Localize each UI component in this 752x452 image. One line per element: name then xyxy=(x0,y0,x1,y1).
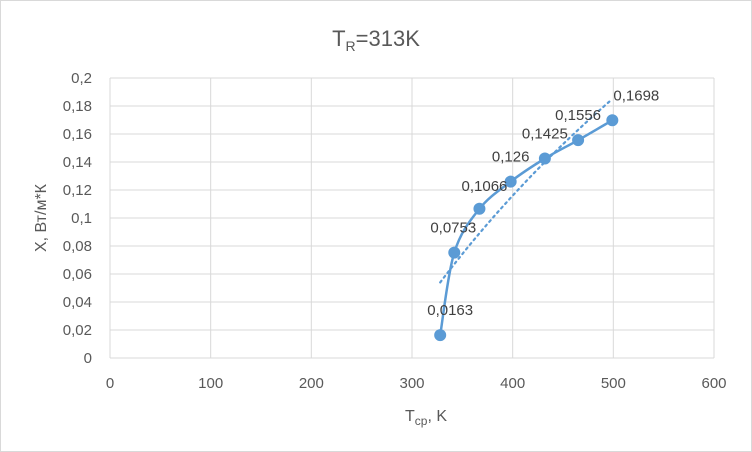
grid xyxy=(109,77,715,359)
chart-title: TR=313K xyxy=(332,26,420,54)
y-tick-label: 0 xyxy=(84,350,92,367)
x-tick-label: 300 xyxy=(399,375,424,392)
y-tick-label: 0,08 xyxy=(63,238,92,255)
data-label-layer: 0,0163 0,0753 0,1066 0,126 0,1425 0,1556 0,169… xyxy=(427,87,659,319)
series-layer xyxy=(434,114,619,342)
y-tick-label: 0,06 xyxy=(63,266,92,283)
data-label: 0,1425 xyxy=(522,126,568,143)
data-label: 0,0163 xyxy=(427,302,473,319)
x-tick-label: 500 xyxy=(601,375,626,392)
y-tick-label: 0,02 xyxy=(63,322,92,339)
data-point xyxy=(538,152,551,165)
data-label: 0,1556 xyxy=(555,107,601,124)
data-label: 0,1066 xyxy=(462,178,508,195)
x-tick-label: 200 xyxy=(299,375,324,392)
x-axis-title: Tср, K xyxy=(405,408,447,428)
y-tick-label: 0,2 xyxy=(71,70,92,87)
data-label: 0,1698 xyxy=(613,87,659,104)
y-tick-label: 0,1 xyxy=(71,210,92,227)
data-point xyxy=(606,114,619,127)
x-tick-label: 400 xyxy=(500,375,525,392)
y-tick-label: 0,14 xyxy=(63,154,92,171)
x-tick-label: 0 xyxy=(106,375,114,392)
data-point xyxy=(434,329,447,342)
y-tick-label: 0,04 xyxy=(63,294,92,311)
trendline xyxy=(439,97,614,284)
data-label: 0,126 xyxy=(492,149,530,166)
y-tick-label: 0,12 xyxy=(63,182,92,199)
y-tick-label: 0,18 xyxy=(63,98,92,115)
x-tick-label: 100 xyxy=(198,375,223,392)
y-tick-labels: 0 0,02 0,04 0,06 0,08 0,1 0,12 0,14 0,16 0,18 0,2 xyxy=(63,70,92,367)
data-point xyxy=(473,202,486,215)
data-point xyxy=(448,246,461,259)
data-point xyxy=(572,134,585,147)
x-tick-labels: 0 100 200 300 400 500 600 xyxy=(106,375,727,392)
data-label: 0,0753 xyxy=(430,220,476,237)
trendline-layer xyxy=(439,97,614,284)
x-tick-label: 600 xyxy=(701,375,726,392)
y-tick-label: 0,16 xyxy=(63,126,92,143)
data-point xyxy=(504,175,517,188)
y-axis-title: X, Вт/м*К xyxy=(33,183,50,252)
